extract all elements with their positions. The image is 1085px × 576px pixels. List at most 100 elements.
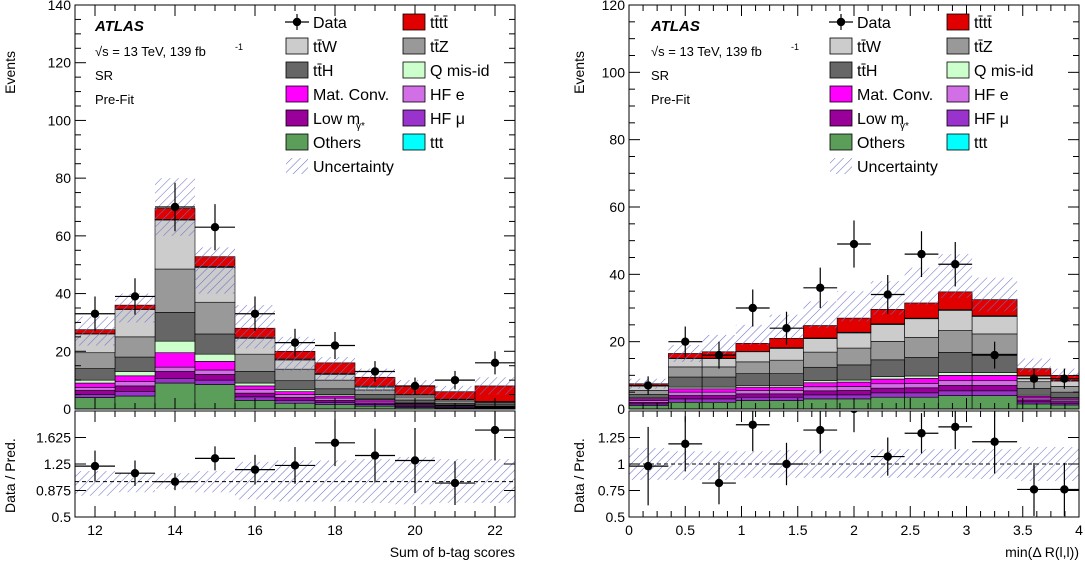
stack-bar [938, 331, 972, 353]
ratio-uncertainty-band [736, 451, 770, 478]
ratio-point [917, 429, 925, 437]
left-panel: 020406080100120140Events0.50.8751.251.62… [2, 0, 515, 560]
legend-label: Low m [857, 111, 904, 128]
data-point [331, 341, 339, 349]
stack-bar [837, 333, 871, 348]
data-point [491, 359, 499, 367]
x-axis-label: Sum of b-tag scores [390, 544, 515, 560]
stack-bar [195, 334, 235, 354]
atlas-label: ATLAS [94, 18, 144, 35]
x-tick-label: 20 [407, 522, 423, 538]
stack-bar [235, 386, 275, 390]
x-tick-label: 3 [963, 522, 971, 538]
stack-bar [972, 375, 1017, 380]
x-axis-label: min(Δ R(l,l)) [1005, 544, 1079, 560]
ratio-point [715, 479, 723, 487]
stack-bar [905, 337, 939, 357]
data-point [884, 290, 892, 298]
stack-bar [938, 310, 972, 330]
legend-label: tt̄tt̄ [430, 15, 448, 32]
legend-label: Data [857, 15, 891, 32]
stack-bar [1017, 402, 1051, 404]
legend-swatch [947, 62, 969, 78]
stack-bar [629, 406, 668, 409]
data-point [1030, 375, 1038, 383]
ratio-uncertainty-band [475, 459, 515, 503]
legend-swatch [830, 86, 852, 102]
legend-subscript: γ* [356, 121, 365, 132]
ratio-tick-label: 0.75 [598, 483, 625, 499]
stack-bar [275, 381, 315, 390]
ratio-point [990, 438, 998, 446]
stack-bar [155, 379, 195, 383]
stack-bar [155, 371, 195, 378]
fit-stage-label: Pre-Fit [95, 92, 134, 107]
legend-label: Q mis-id [430, 63, 490, 80]
data-point [749, 304, 757, 312]
legend-label: HF μ [974, 111, 1009, 128]
legend-swatch [830, 62, 852, 78]
legend-swatch [830, 38, 852, 54]
legend-swatch [286, 62, 308, 78]
ratio-tick-label: 1.25 [598, 430, 625, 446]
y-tick-label: 20 [609, 334, 625, 350]
legend-label: Uncertainty [857, 159, 938, 176]
stack-bar [972, 316, 1017, 334]
data-point [291, 338, 299, 346]
data-point [782, 324, 790, 332]
ratio-point [681, 440, 689, 448]
ratio-point [951, 423, 959, 431]
stack-bar [770, 401, 804, 409]
legend-swatch [403, 86, 425, 102]
y-tick-label: 120 [48, 55, 72, 71]
stack-bar [75, 353, 115, 369]
x-tick-label: 18 [327, 522, 343, 538]
data-point [715, 351, 723, 359]
stack-bar [803, 339, 837, 352]
y-tick-label: 60 [609, 199, 625, 215]
data-point [171, 203, 179, 211]
stack-bar [905, 378, 939, 383]
ratio-tick-label: 1 [617, 456, 625, 472]
ratio-uncertainty-band [938, 449, 972, 478]
data-point [91, 310, 99, 318]
y-axis-label: Events [2, 51, 18, 94]
x-tick-label: 3.5 [1013, 522, 1033, 538]
stack-bar [668, 367, 702, 377]
legend-swatch [830, 110, 852, 126]
stack-bar [275, 400, 315, 403]
stack-bar [803, 387, 837, 391]
energy-label: √s = 13 TeV, 139 fb [651, 44, 762, 59]
stack-bar [115, 382, 155, 386]
data-point [251, 310, 259, 318]
stack-bar [905, 393, 939, 397]
stack-bar [75, 390, 115, 394]
stack-bar [115, 371, 155, 375]
data-point [371, 367, 379, 375]
stack-bar [115, 392, 155, 396]
data-point [211, 223, 219, 231]
stack-bar [837, 390, 871, 394]
stack-bar [668, 377, 702, 387]
stack-bar [871, 324, 905, 341]
stack-bar [905, 303, 939, 318]
stack-bar [871, 384, 905, 388]
stack-bar [195, 302, 235, 334]
stack-bar [871, 377, 905, 379]
legend-swatch [286, 110, 308, 126]
legend-label: Mat. Conv. [857, 87, 933, 104]
ratio-tick-label: 0.5 [606, 509, 626, 525]
stack-bar [736, 362, 770, 374]
stack-bar [938, 352, 972, 372]
stack-bar [315, 396, 355, 398]
x-tick-label: 1.5 [788, 522, 808, 538]
stack-bar [803, 367, 837, 380]
ratio-point [491, 426, 499, 434]
legend-label: tt̄H [857, 63, 877, 80]
legend-label: tt̄Z [974, 39, 993, 56]
stack-bar [803, 381, 837, 383]
region-label: SR [95, 68, 113, 83]
